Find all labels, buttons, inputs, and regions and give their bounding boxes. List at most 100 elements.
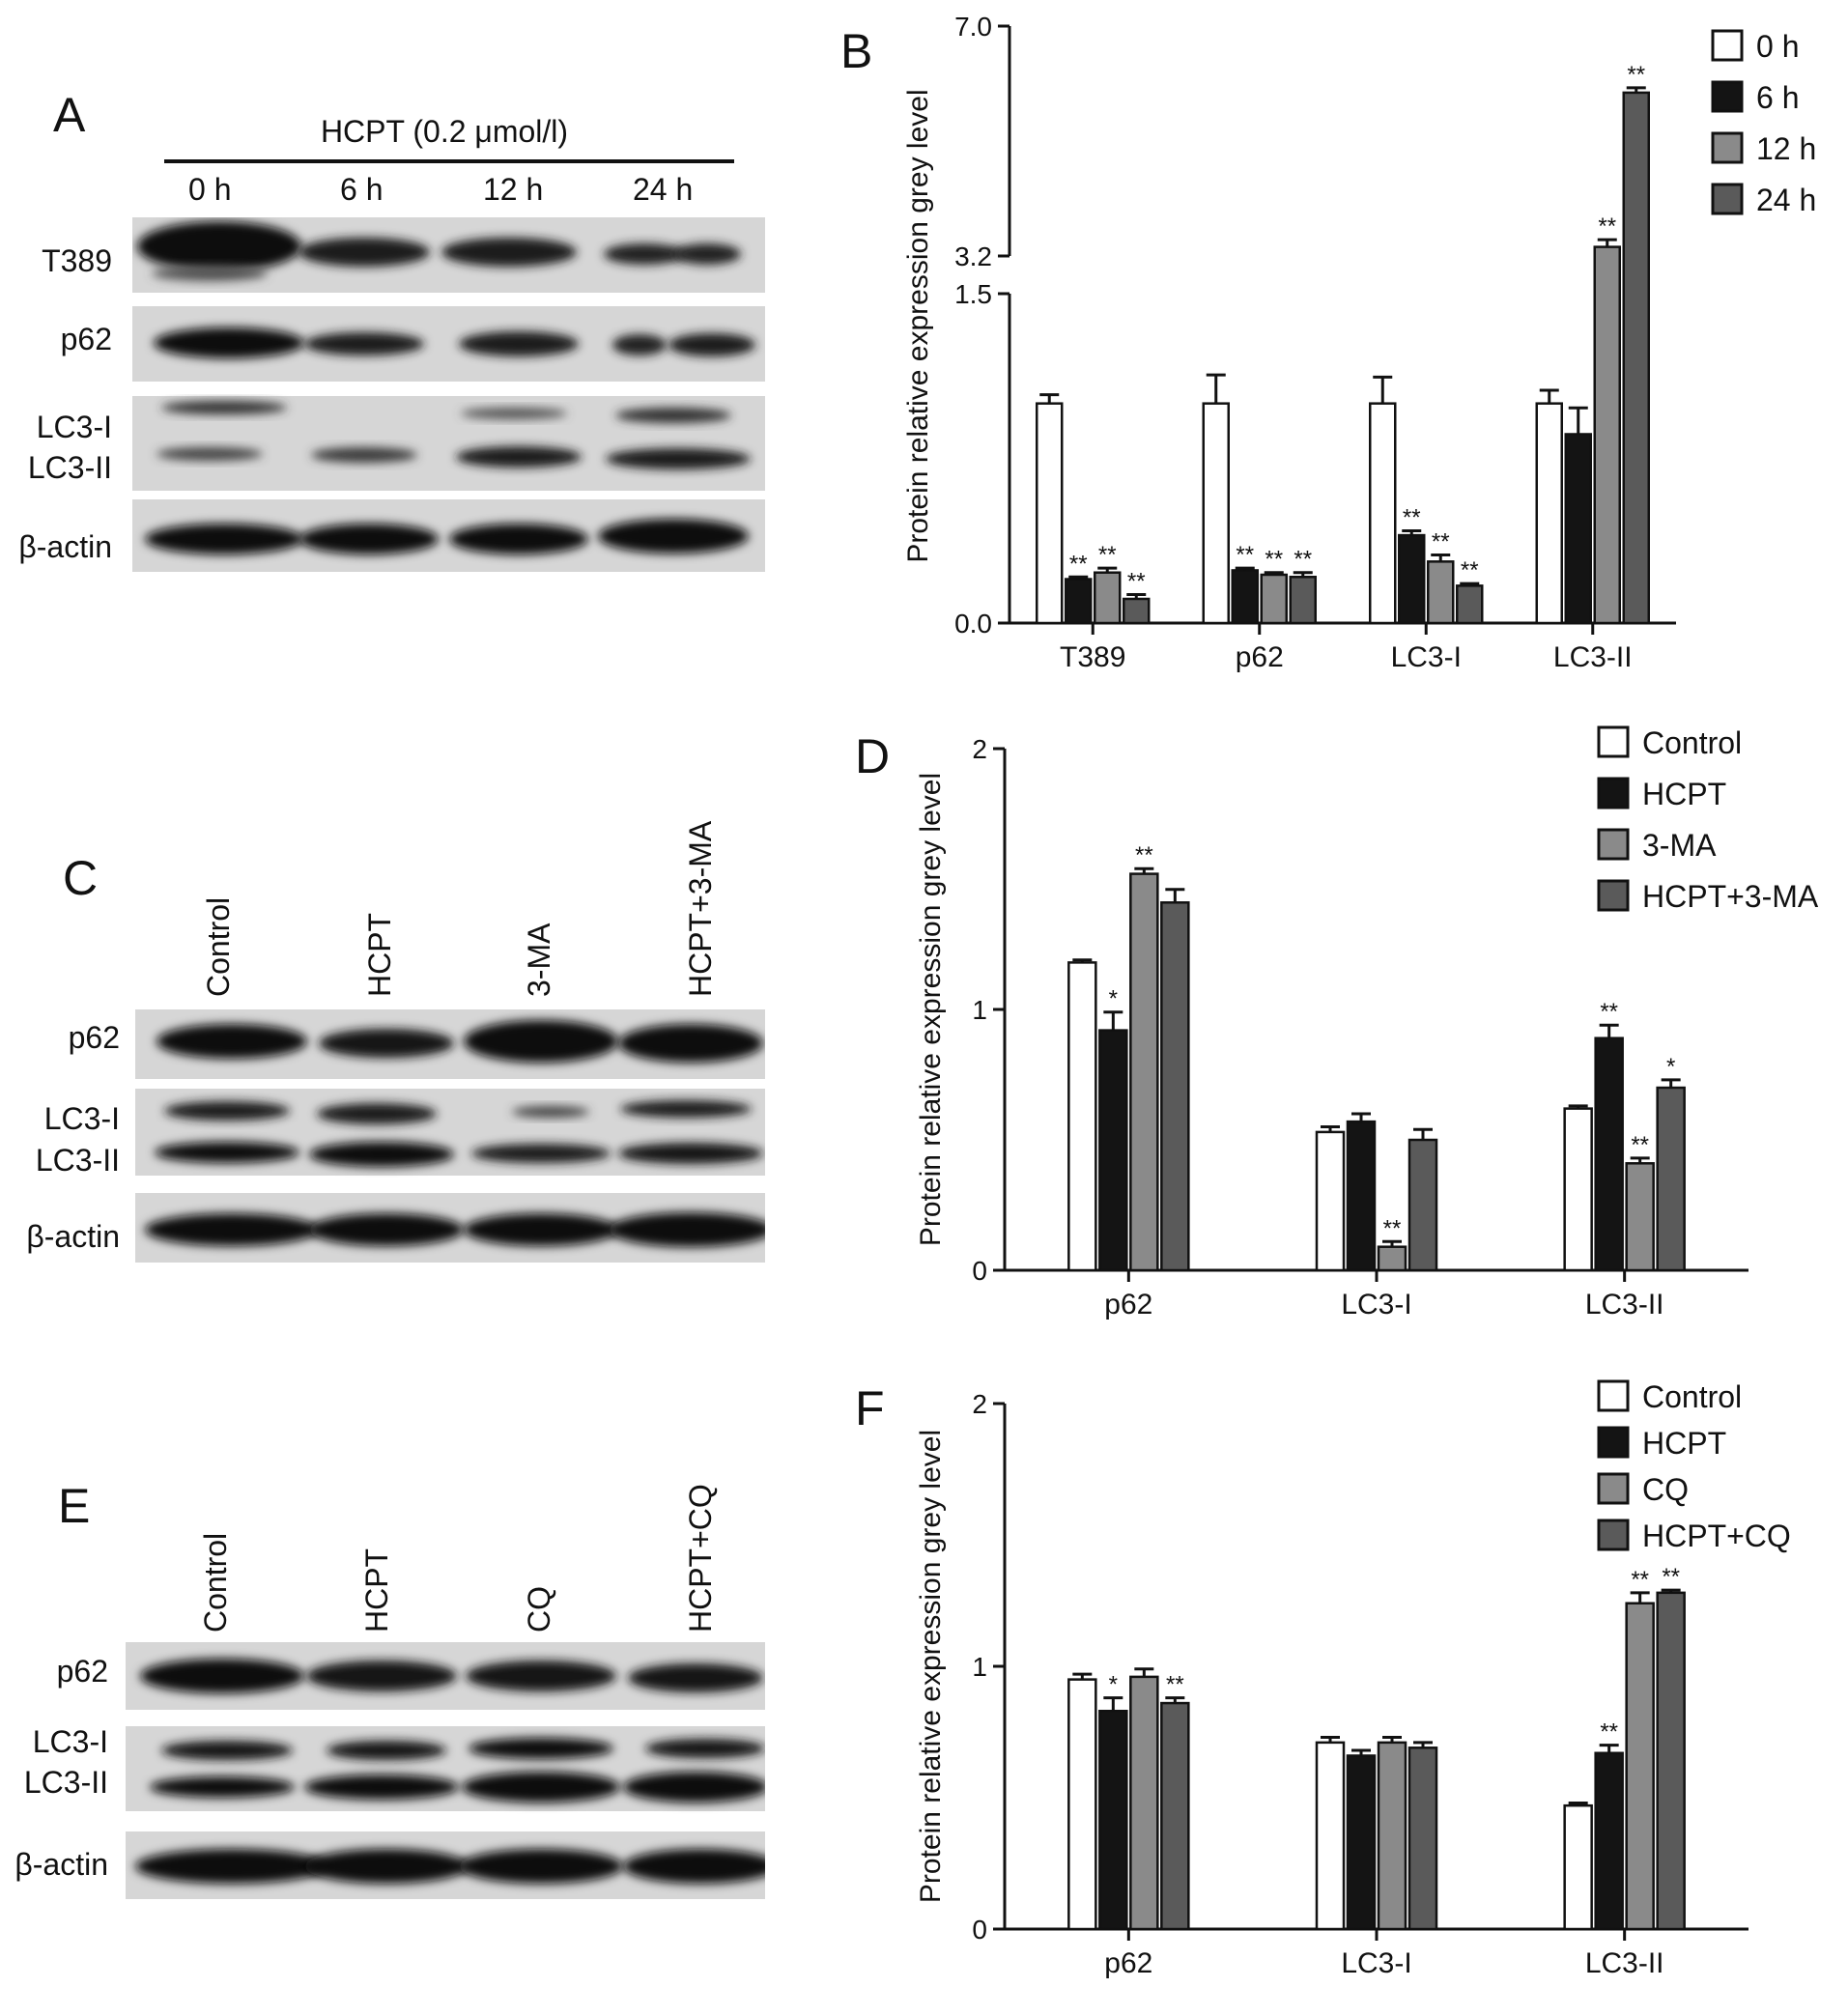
bar (1563, 1107, 1593, 1272)
bar (1289, 576, 1317, 625)
legend-label: 12 h (1756, 131, 1816, 166)
row-label: β-actin (14, 1847, 108, 1882)
significance-mark: ** (1236, 542, 1254, 568)
y-axis-label: Protein relative expression grey level (915, 773, 947, 1246)
bar (1094, 571, 1122, 625)
significance-mark: ** (1166, 1672, 1184, 1698)
bar (1407, 1138, 1438, 1272)
legend-swatch (1711, 29, 1744, 62)
legend-label: HCPT+3-MA (1642, 879, 1819, 914)
legend-swatch (1597, 777, 1630, 809)
treatment-bar (164, 159, 734, 163)
bar (1260, 573, 1288, 625)
bar (1098, 1029, 1128, 1272)
lane-label: 6 h (340, 172, 384, 207)
row-label: p62 (68, 1020, 120, 1055)
legend-swatch (1597, 1519, 1630, 1551)
significance-mark: ** (1631, 1132, 1649, 1158)
bar (1564, 433, 1592, 625)
y-tick-label: 1 (972, 995, 987, 1025)
y-axis-label: Protein relative expression grey level (915, 1430, 947, 1903)
row-label: LC3-I (36, 410, 112, 444)
lane-label: HCPT+CQ (683, 1484, 718, 1633)
western-blot-a (132, 217, 765, 572)
bar (1594, 1751, 1624, 1931)
legend-label: 0 h (1756, 29, 1799, 64)
lane-label: 3-MA (522, 923, 556, 997)
bar (1625, 1602, 1655, 1931)
significance-mark: ** (1135, 842, 1153, 868)
legend-label: HCPT+CQ (1642, 1519, 1791, 1553)
significance-mark: ** (1294, 547, 1312, 573)
legend-label: HCPT (1642, 1426, 1726, 1461)
bar (1656, 1591, 1686, 1931)
significance-mark: * (1666, 1054, 1675, 1080)
bar (1065, 578, 1093, 625)
bar (1315, 1130, 1346, 1272)
legend-swatch (1711, 80, 1744, 113)
legend-swatch (1711, 131, 1744, 164)
bar (1315, 1741, 1346, 1931)
x-tick-label: T389 (1060, 641, 1125, 673)
bar (1625, 1162, 1655, 1272)
bar (1369, 402, 1397, 625)
bar (1377, 1741, 1407, 1931)
significance-mark: ** (1600, 1719, 1618, 1746)
legend-label: HCPT (1642, 777, 1726, 811)
row-label: LC3-I (43, 1101, 120, 1136)
panel-letter: D (855, 729, 890, 783)
x-tick-label: p62 (1104, 1947, 1152, 1979)
row-label: T389 (42, 243, 112, 278)
lane-label: HCPT (359, 1547, 394, 1633)
y-tick-label: 7.0 (954, 12, 992, 42)
bar (1129, 872, 1159, 1272)
legend-swatch (1597, 879, 1630, 912)
bar (1398, 533, 1426, 625)
lane-label: 12 h (483, 172, 544, 207)
significance-mark: * (1109, 986, 1118, 1012)
x-tick-label: p62 (1236, 641, 1284, 673)
legend-swatch (1597, 1426, 1630, 1459)
significance-mark: ** (1598, 213, 1616, 240)
treatment-label: HCPT (0.2 μmol/l) (320, 114, 569, 149)
bar (1036, 402, 1064, 625)
legend-swatch (1597, 1379, 1630, 1412)
legend-label: 24 h (1756, 183, 1816, 217)
panel-letter-a: A (53, 88, 86, 142)
lane-label: Control (198, 1532, 233, 1633)
significance-mark: ** (1265, 547, 1283, 573)
x-tick-label: LC3-II (1553, 641, 1633, 673)
legend-swatch (1597, 828, 1630, 861)
bar (1594, 1036, 1624, 1272)
row-label: β-actin (26, 1219, 120, 1254)
bar (1123, 597, 1151, 625)
panel-letter: B (840, 24, 872, 78)
significance-mark: ** (1127, 568, 1146, 594)
significance-mark: ** (1432, 529, 1450, 555)
y-tick-label: 3.2 (954, 241, 992, 271)
legend-label: CQ (1642, 1472, 1689, 1507)
bar (1535, 402, 1563, 625)
x-tick-label: LC3-I (1341, 1947, 1411, 1979)
y-tick-label: 1 (972, 1652, 987, 1682)
lane-label: 24 h (633, 172, 694, 207)
legend-label: 3-MA (1642, 828, 1717, 863)
bar-chart-d: D Protein relative expression grey level 0… (855, 725, 1819, 1320)
bar (1160, 1701, 1190, 1931)
x-tick-label: LC3-II (1585, 1947, 1664, 1979)
legend-swatch (1597, 1472, 1630, 1505)
panel-letter-c: C (63, 851, 99, 905)
bar (1456, 584, 1484, 625)
significance-mark: ** (1461, 557, 1479, 583)
x-tick-label: LC3-II (1585, 1289, 1664, 1320)
lane-label: 0 h (188, 172, 232, 207)
panel-letter-e: E (58, 1479, 91, 1533)
bar-chart-f: F Protein relative expression grey level 0… (855, 1379, 1791, 1979)
lane-label: Control (201, 896, 236, 997)
bar (1407, 1746, 1438, 1931)
significance-mark: ** (1627, 62, 1645, 88)
row-label: LC3-I (32, 1724, 108, 1759)
bar (1231, 569, 1259, 625)
y-tick-label: 2 (972, 734, 987, 764)
y-axis-label: Protein relative expression grey level (902, 89, 934, 562)
